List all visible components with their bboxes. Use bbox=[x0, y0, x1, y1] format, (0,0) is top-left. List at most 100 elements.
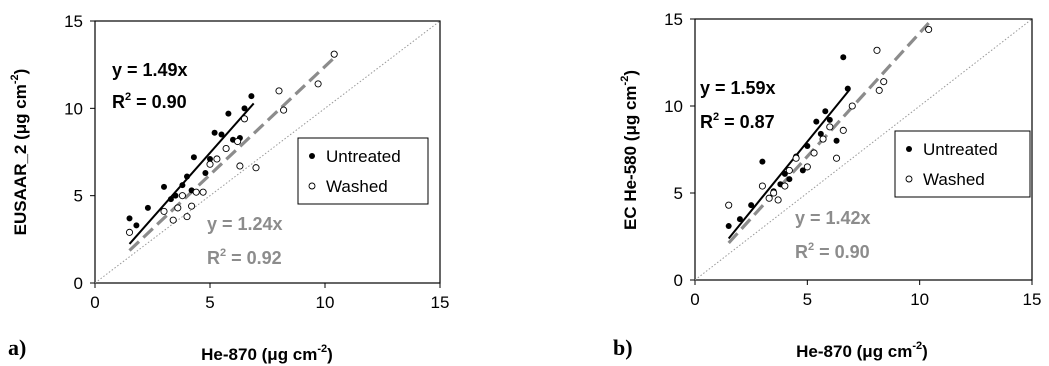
point-washed bbox=[803, 163, 811, 171]
point-washed bbox=[875, 86, 883, 94]
reference-line-1to1 bbox=[94, 20, 441, 284]
point-washed bbox=[213, 155, 221, 163]
point-untreated bbox=[725, 223, 732, 230]
r2-superscript: 2 bbox=[713, 111, 719, 123]
r2-symbol: R bbox=[700, 112, 713, 132]
x-axis-label-exponent: -2 bbox=[912, 340, 922, 352]
point-washed bbox=[810, 149, 818, 157]
y-axis-label-main: EC He-580 ( bbox=[621, 135, 640, 230]
fit-line-untreated bbox=[727, 88, 851, 240]
point-untreated bbox=[833, 137, 840, 144]
point-washed bbox=[188, 202, 196, 210]
y-axis-label-close: ) bbox=[621, 70, 640, 76]
y-tick-label: 15 bbox=[664, 10, 683, 29]
r2-value: = 0.87 bbox=[719, 112, 775, 132]
legend-box bbox=[894, 130, 1031, 198]
point-washed bbox=[236, 162, 244, 170]
point-washed bbox=[826, 123, 834, 131]
point-washed bbox=[832, 154, 841, 162]
r2-value: = 0.90 bbox=[131, 92, 187, 112]
legend-marker-untreated bbox=[906, 146, 912, 152]
point-untreated bbox=[817, 130, 824, 137]
fit-r-squared: R2 = 0.90 bbox=[112, 91, 187, 112]
point-untreated bbox=[225, 110, 232, 117]
x-axis-label-mu: μ bbox=[862, 342, 872, 361]
y-axis-label-exponent: -2 bbox=[619, 76, 631, 86]
point-washed bbox=[774, 196, 782, 204]
x-tick-label: 5 bbox=[205, 293, 214, 312]
fit-equation: y = 1.42x bbox=[795, 208, 871, 228]
fit-line-untreated bbox=[128, 102, 255, 245]
x-tick-label: 15 bbox=[1023, 290, 1042, 309]
point-untreated bbox=[184, 173, 190, 180]
point-untreated bbox=[786, 176, 793, 183]
legend-marker-untreated bbox=[309, 153, 315, 159]
point-washed bbox=[280, 106, 288, 114]
y-axis-label: EUSAAR_2 (μg cm-2) bbox=[9, 69, 30, 236]
point-untreated bbox=[161, 183, 167, 190]
y-axis-label-mu: μ bbox=[621, 125, 640, 135]
y-axis-label-unit: g cm bbox=[11, 84, 30, 124]
r2-superscript: 2 bbox=[808, 241, 814, 253]
x-axis-label-close: ) bbox=[327, 345, 333, 364]
point-washed bbox=[199, 188, 207, 196]
point-untreated bbox=[202, 169, 209, 176]
point-untreated bbox=[241, 105, 248, 112]
x-axis-label-mu: μ bbox=[267, 345, 277, 364]
fit-line-washed bbox=[128, 56, 336, 252]
x-axis-label-close: ) bbox=[922, 342, 928, 361]
point-washed bbox=[819, 135, 827, 143]
point-untreated bbox=[218, 131, 225, 138]
x-tick-label: 10 bbox=[910, 290, 929, 309]
y-axis-label: EC He-580 (μg cm-2) bbox=[619, 70, 640, 230]
point-washed bbox=[178, 192, 186, 200]
point-untreated bbox=[190, 154, 197, 161]
point-washed bbox=[781, 182, 789, 190]
x-axis-label-main: He-870 ( bbox=[796, 342, 862, 361]
point-untreated bbox=[840, 54, 847, 61]
point-untreated bbox=[759, 158, 766, 165]
point-untreated bbox=[822, 108, 829, 115]
x-tick-label: 0 bbox=[90, 293, 99, 312]
point-washed bbox=[192, 188, 200, 196]
y-axis-label-main: EUSAAR_2 ( bbox=[11, 134, 30, 235]
point-washed bbox=[314, 80, 322, 88]
y-tick-label: 10 bbox=[664, 97, 683, 116]
y-tick-label: 0 bbox=[74, 274, 83, 293]
point-untreated bbox=[804, 143, 811, 150]
r2-symbol: R bbox=[795, 242, 808, 262]
x-tick-label: 5 bbox=[803, 290, 812, 309]
point-untreated bbox=[781, 170, 788, 177]
y-tick-label: 10 bbox=[64, 99, 83, 118]
point-untreated bbox=[813, 118, 820, 125]
r2-value: = 0.92 bbox=[226, 248, 282, 268]
point-washed bbox=[848, 102, 856, 110]
r2-value: = 0.90 bbox=[814, 242, 870, 262]
r2-symbol: R bbox=[207, 248, 220, 268]
point-untreated bbox=[167, 196, 174, 203]
y-tick-label: 0 bbox=[674, 271, 683, 290]
point-untreated bbox=[172, 192, 179, 199]
x-tick-label: 0 bbox=[690, 290, 699, 309]
y-axis-label-exponent: -2 bbox=[9, 74, 21, 84]
point-washed bbox=[183, 213, 191, 221]
legend-label: Washed bbox=[923, 170, 985, 189]
point-washed bbox=[880, 78, 888, 86]
point-washed bbox=[222, 144, 230, 153]
fit-r-squared: R2 = 0.87 bbox=[700, 111, 775, 132]
legend-label: Untreated bbox=[923, 140, 998, 159]
plot-frame bbox=[94, 20, 441, 284]
point-untreated bbox=[248, 93, 255, 100]
fit-equation: y = 1.24x bbox=[207, 214, 283, 234]
point-untreated bbox=[207, 155, 213, 162]
x-axis-label-unit: g cm bbox=[278, 345, 318, 364]
x-tick-label: 15 bbox=[431, 293, 450, 312]
y-axis-label-close: ) bbox=[11, 69, 30, 75]
legend-marker-washed bbox=[308, 182, 316, 190]
point-washed bbox=[725, 201, 733, 209]
point-washed bbox=[770, 189, 778, 197]
fit-r-squared: R2 = 0.90 bbox=[795, 241, 870, 262]
point-washed bbox=[169, 216, 177, 224]
